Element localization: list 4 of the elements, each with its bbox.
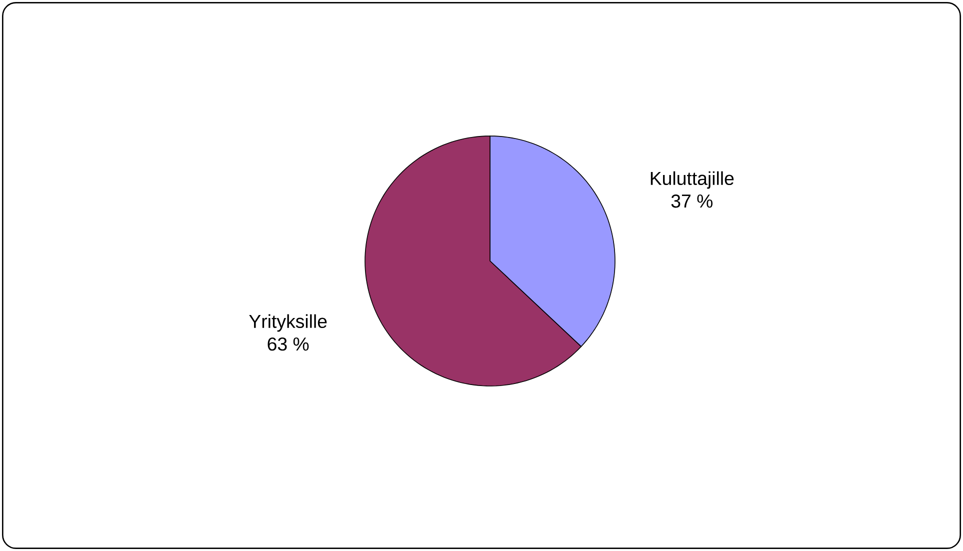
data-label: 63 %: [268, 337, 309, 351]
data-label: 37 %: [671, 194, 713, 208]
slice-label: Yrityksille: [249, 314, 327, 332]
slice-label: Kuluttajille: [650, 171, 734, 189]
